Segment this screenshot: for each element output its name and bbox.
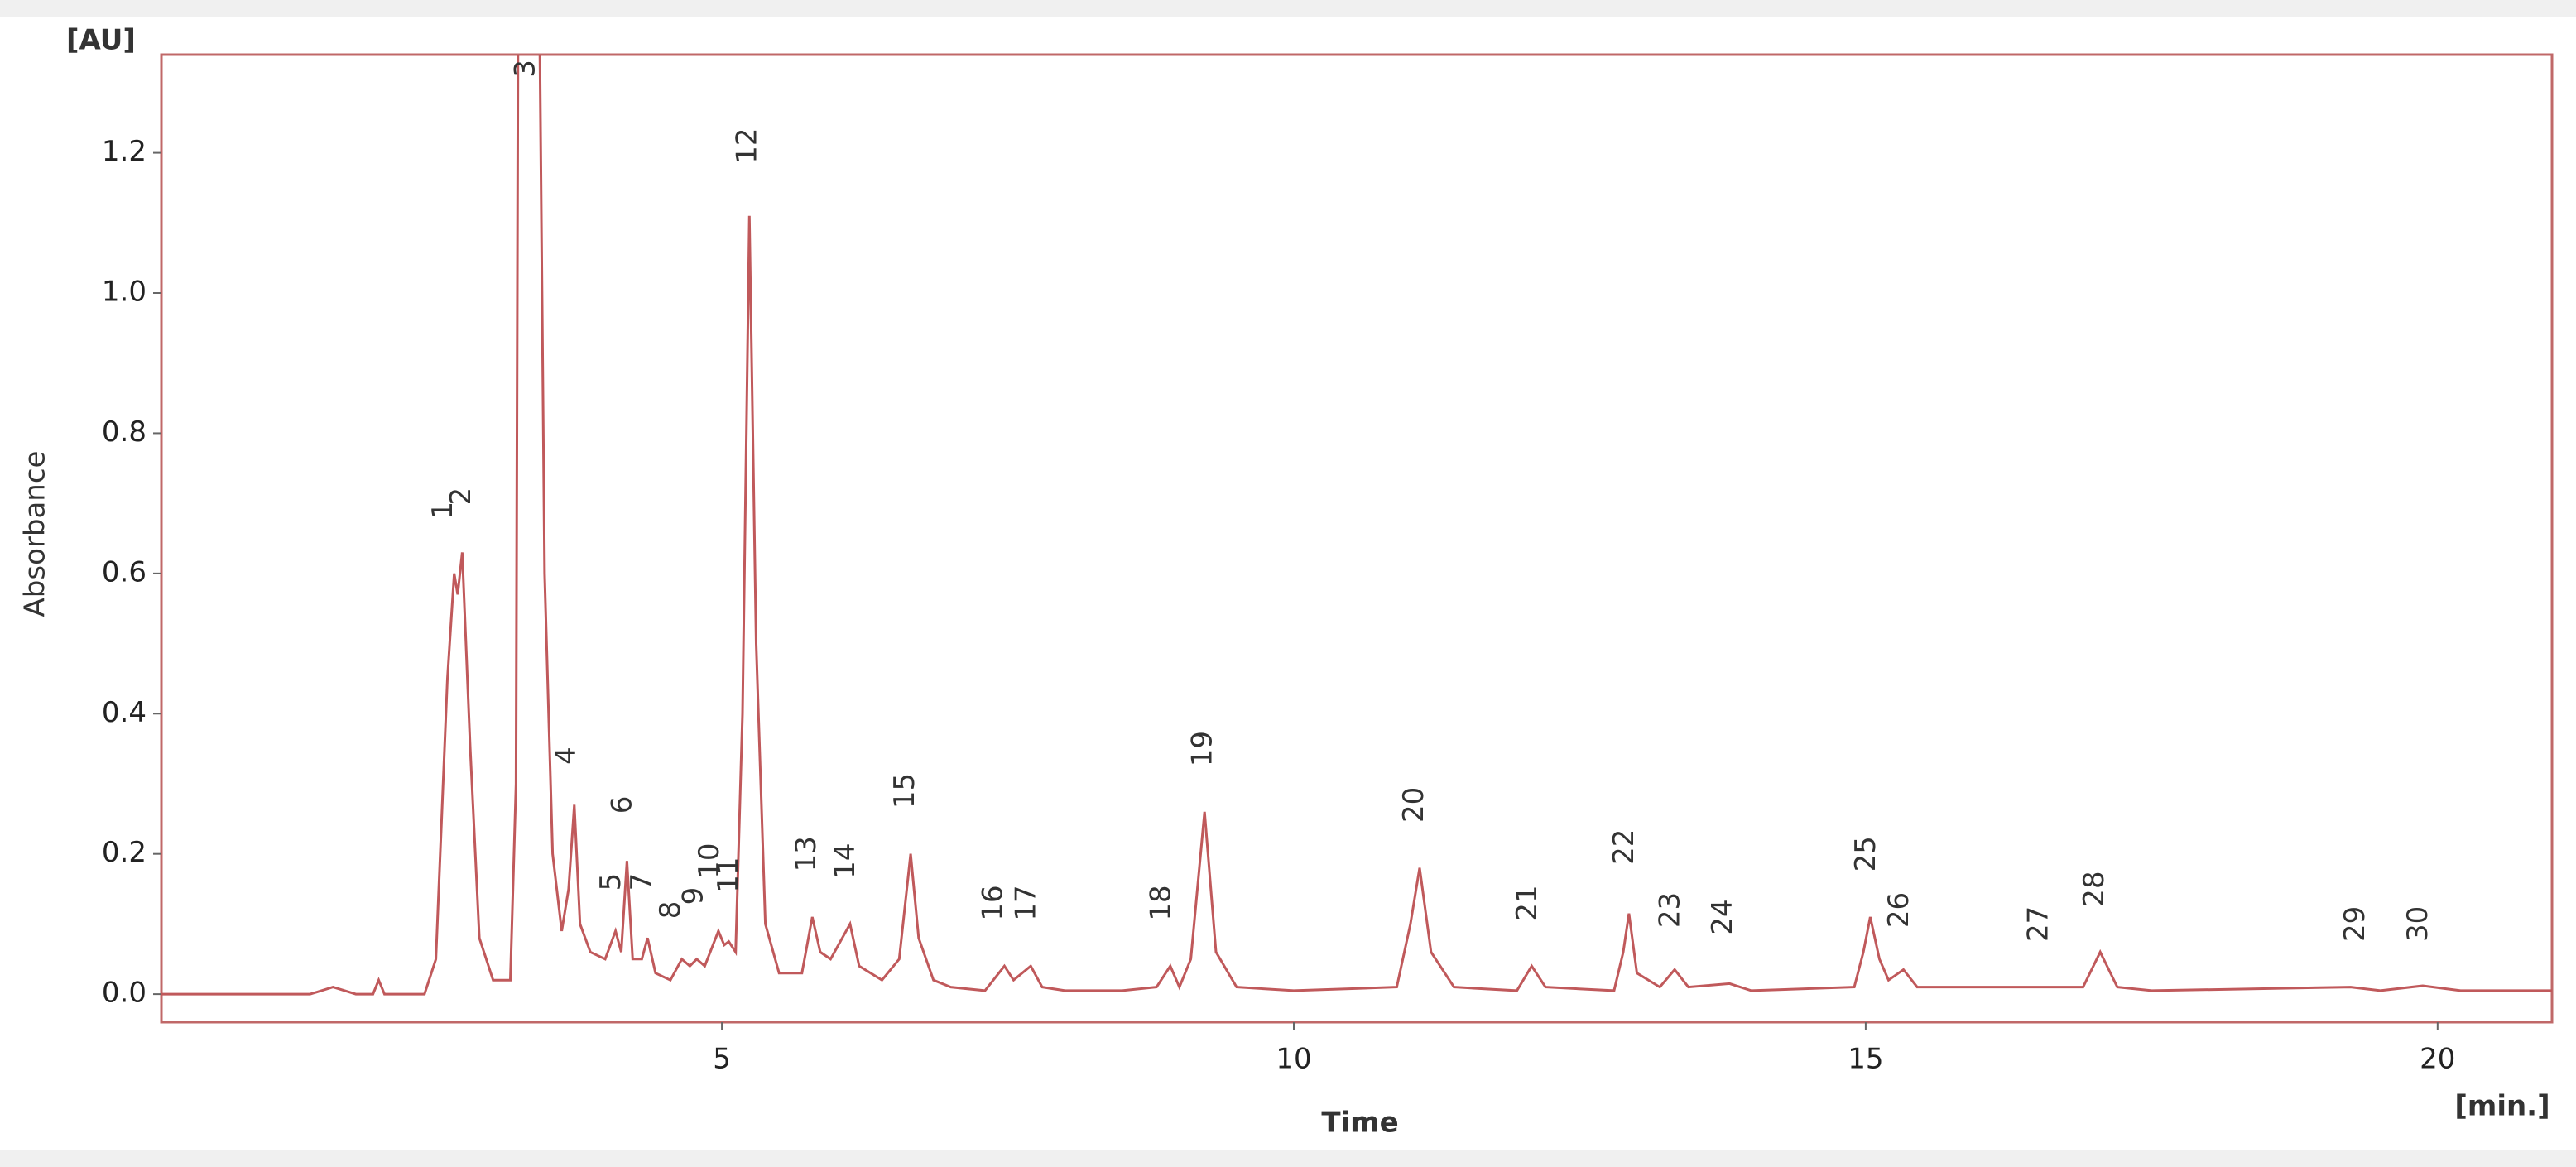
peak-label: 15 — [888, 773, 921, 809]
y-tick-label: 0.4 — [102, 696, 147, 729]
plot-clip — [161, 55, 2552, 996]
x-tick-label: 15 — [1848, 1043, 1883, 1076]
peak-label: 28 — [2078, 871, 2111, 906]
peak-label: 19 — [1185, 731, 1218, 766]
peak-label: 8 — [654, 901, 687, 920]
y-tick-label: 0.0 — [102, 977, 147, 1010]
x-unit: [min.] — [2454, 1090, 2550, 1123]
peak-label: 16 — [976, 885, 1009, 920]
y-tick-label: 1.2 — [102, 135, 147, 168]
peak-label: 30 — [2401, 906, 2434, 942]
peak-label: 9 — [676, 887, 709, 905]
x-tick-label: 10 — [1276, 1043, 1311, 1076]
peak-label: 18 — [1145, 885, 1178, 920]
peak-label: 13 — [790, 836, 823, 872]
y-tick-label: 0.8 — [102, 415, 147, 449]
peak-label: 6 — [606, 796, 639, 814]
x-tick-label: 20 — [2420, 1043, 2455, 1076]
peak-label: 24 — [1706, 899, 1739, 934]
y-tick-label: 0.6 — [102, 555, 147, 588]
peak-label: 29 — [2338, 906, 2372, 942]
peak-label: 20 — [1397, 787, 1430, 823]
peak-label: 17 — [1010, 885, 1043, 920]
y-unit: [AU] — [66, 24, 136, 57]
peak-label: 23 — [1654, 892, 1687, 928]
y-tick-label: 1.0 — [102, 276, 147, 309]
peak-label: 10 — [693, 843, 726, 879]
x-tick-label: 5 — [713, 1043, 731, 1076]
peak-label: 2 — [445, 487, 478, 506]
peak-label: 4 — [550, 747, 583, 765]
peak-label: 26 — [1882, 892, 1915, 928]
peak-label: 25 — [1849, 836, 1882, 872]
peak-label: 22 — [1608, 829, 1641, 865]
peak-label: 27 — [2021, 906, 2055, 942]
y-axis-label: Absorbance — [19, 451, 52, 617]
peak-label: 3 — [508, 60, 541, 78]
peak-label: 11 — [712, 857, 745, 892]
peak-label: 5 — [594, 873, 627, 891]
peak-label: 7 — [625, 873, 658, 891]
peak-label: 14 — [829, 843, 862, 879]
peak-label: 21 — [1511, 885, 1544, 920]
plot-area — [160, 53, 2554, 1024]
y-tick-label: 0.2 — [102, 836, 147, 869]
x-axis-label: Time — [1321, 1107, 1398, 1140]
peak-label: 1 — [426, 502, 459, 520]
chromatogram-trace — [161, 55, 2552, 996]
peak-label: 12 — [730, 127, 763, 163]
